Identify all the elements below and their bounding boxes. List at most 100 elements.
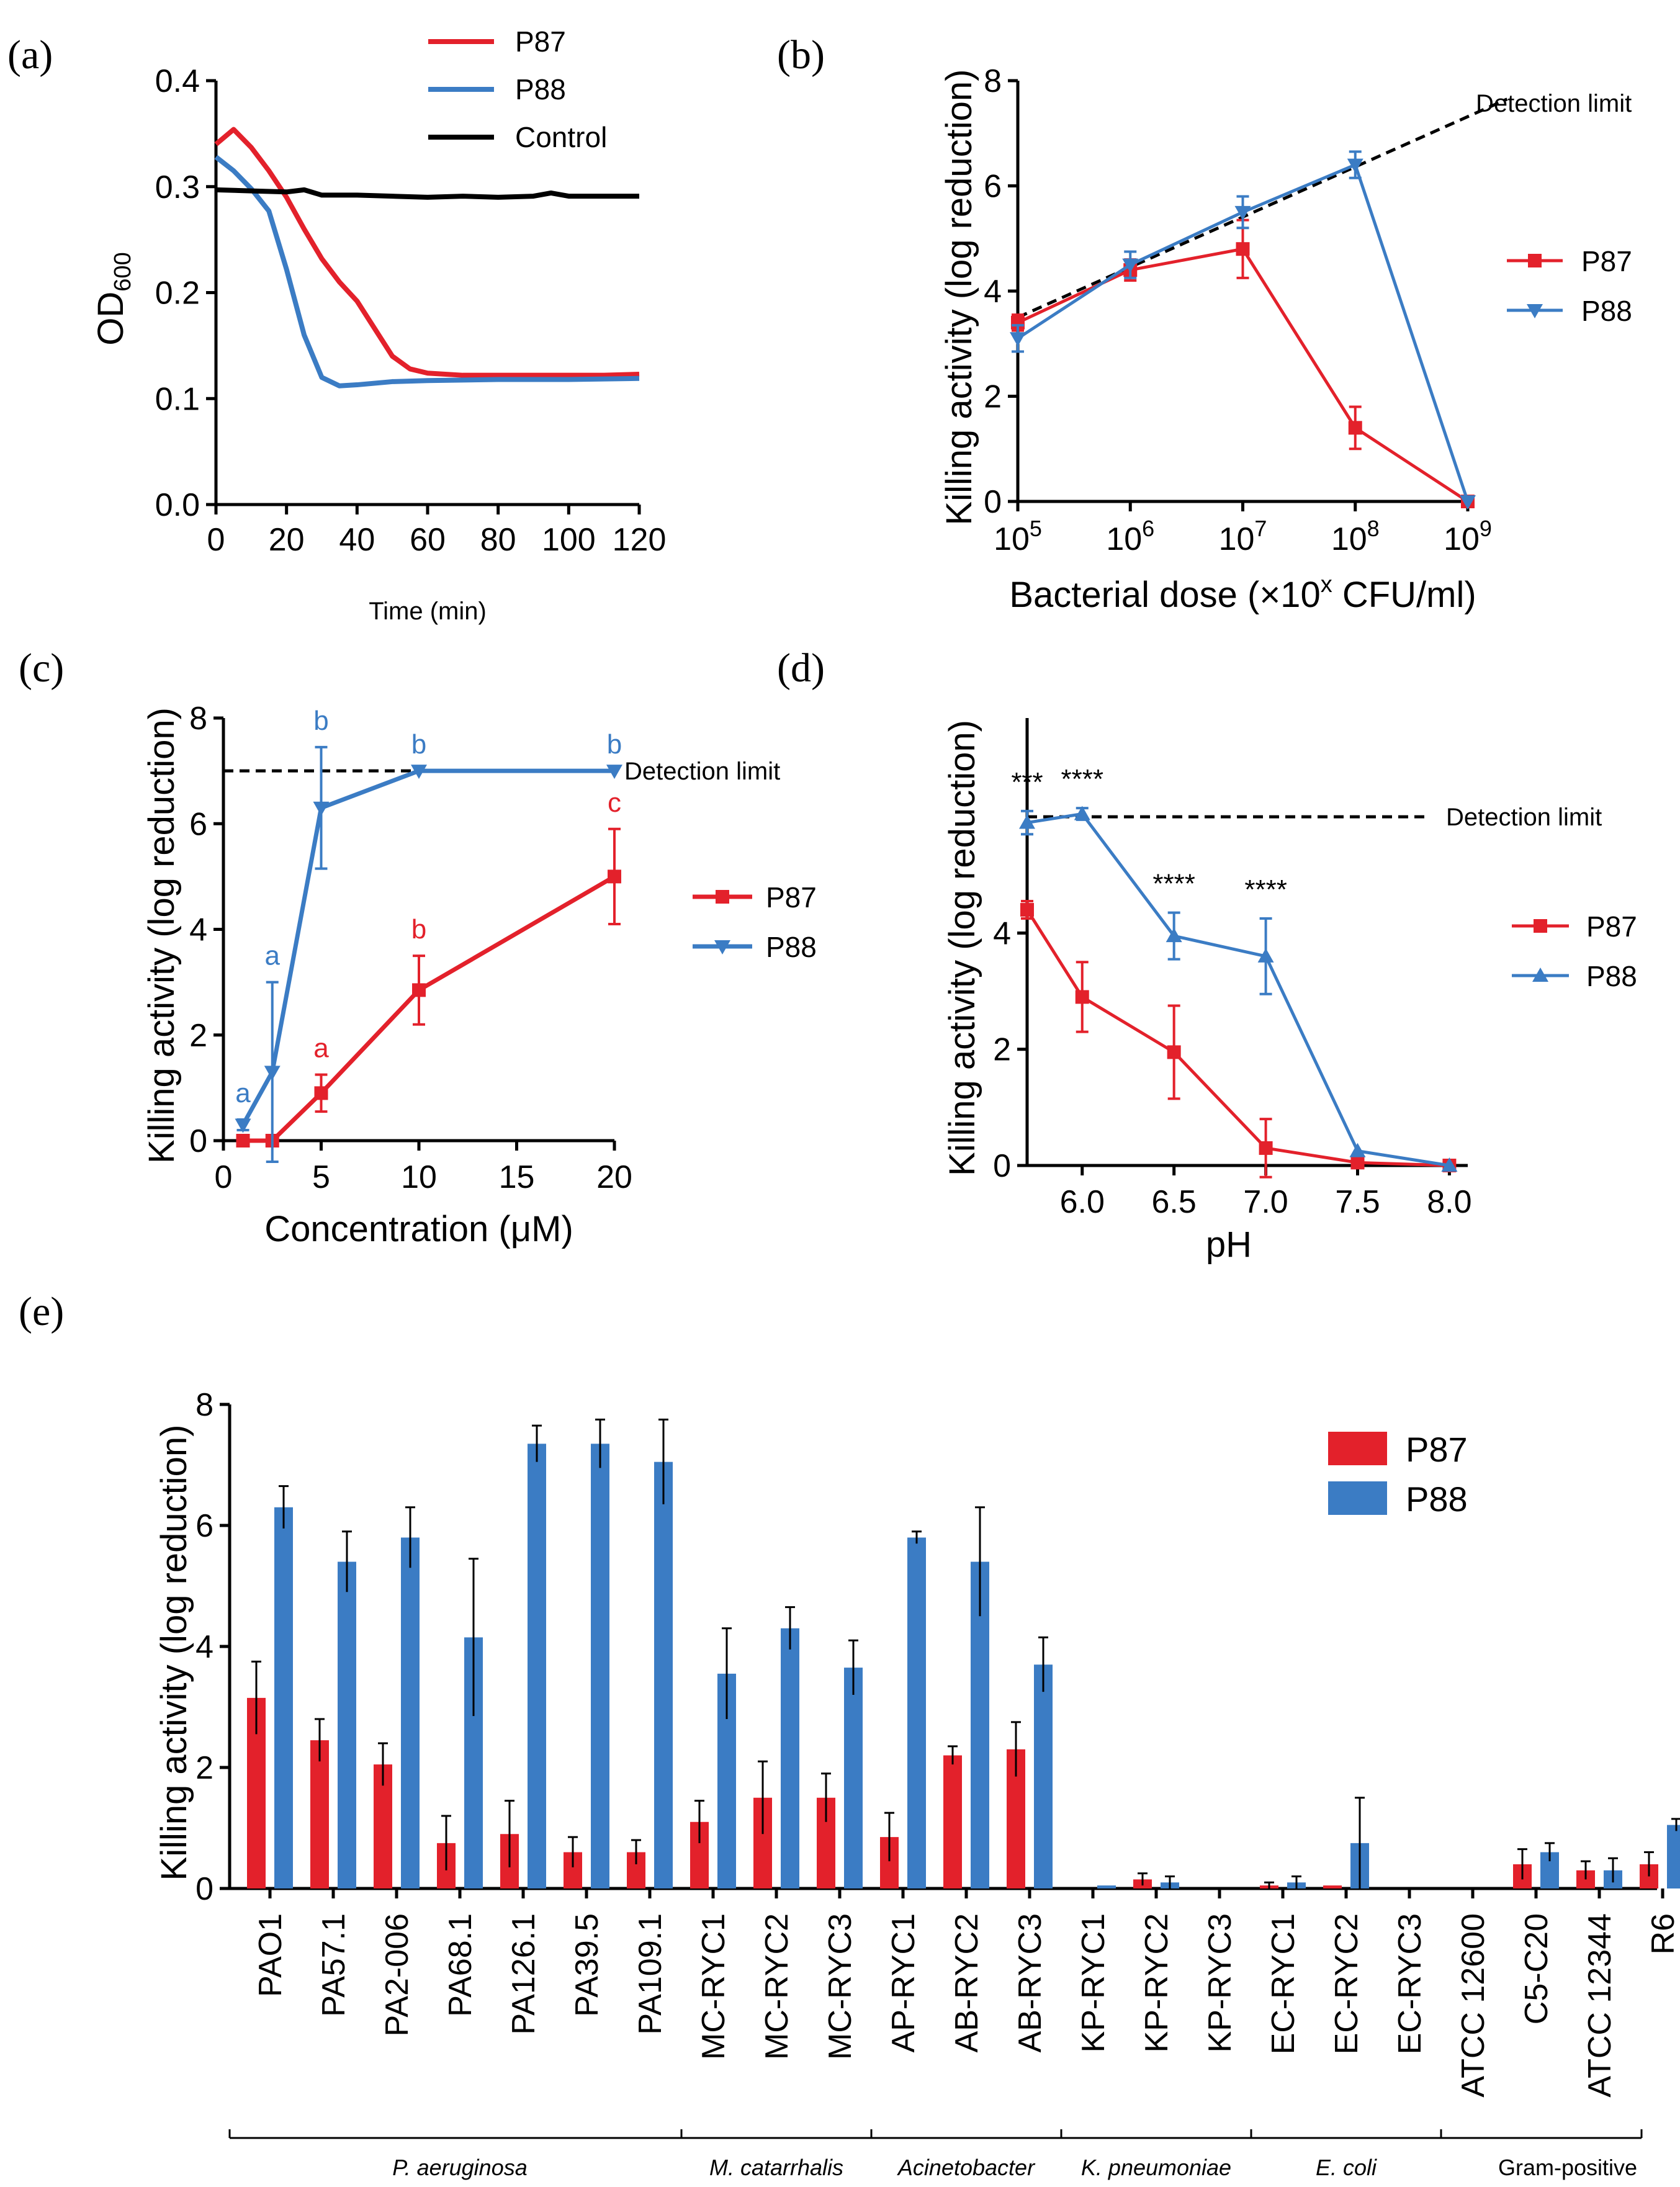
e-xtick-label: AP-RYC1: [886, 1913, 922, 2052]
c-xtick-label: 15: [499, 1159, 535, 1195]
panel-e-label: (e): [19, 1289, 64, 1334]
c-significance-letter-p88: b: [607, 729, 622, 760]
e-ytick-label: 8: [195, 1387, 213, 1423]
b-point-p88: [1460, 495, 1476, 510]
b-xtick-exp: 9: [1480, 516, 1492, 541]
a-legend-label-p88: P88: [515, 73, 566, 106]
c-point-p87: [412, 983, 426, 997]
b-xtick-base: 10: [1219, 521, 1255, 557]
e-bar-p87: [1323, 1885, 1342, 1888]
c-point-p88: [235, 1118, 251, 1133]
d-y-axis-title: Killing activity (log reduction): [942, 720, 982, 1176]
e-legend-label-p87: P87: [1406, 1430, 1468, 1469]
d-ytick-label: 2: [993, 1032, 1011, 1068]
e-group-label: E. coli: [1316, 2155, 1377, 2180]
panel-d-label: (d): [777, 645, 825, 691]
c-detection-limit-label: Detection limit: [624, 758, 780, 785]
a-ytick-label: 0.1: [155, 381, 200, 417]
d-point-p87: [1020, 903, 1034, 917]
a-xtick-label: 120: [613, 522, 667, 558]
a-xtick-label: 0: [207, 522, 225, 558]
e-xtick-label: PA57.1: [316, 1913, 352, 2017]
d-legend-label-p87: P87: [1586, 910, 1637, 943]
a-ytick-label: 0.4: [155, 63, 200, 99]
d-ytick-label: 0: [993, 1148, 1011, 1184]
b-xtick-base: 10: [994, 521, 1030, 557]
d-xtick-label: 6.5: [1152, 1184, 1197, 1220]
c-xtick-label: 0: [215, 1159, 233, 1195]
c-ytick-label: 0: [189, 1123, 207, 1159]
e-xtick-label: MC-RYC1: [696, 1913, 732, 2060]
e-xtick-label: PAO1: [253, 1913, 289, 1997]
b-xtick-label: 108: [1331, 516, 1380, 557]
c-legend-marker-p88: [714, 940, 730, 954]
e-xtick-label: MC-RYC3: [822, 1913, 858, 2060]
d-significance-stars: ****: [1152, 869, 1195, 899]
b-xtick-label: 109: [1444, 516, 1492, 557]
c-xtick-label: 10: [401, 1159, 437, 1195]
d-point-p88: [1074, 806, 1090, 820]
b-point-p87: [1236, 242, 1250, 256]
e-bar-p88: [907, 1537, 926, 1888]
d-point-p87: [1259, 1141, 1273, 1155]
panel-d: (d) 0 2 4 6.0 6.5 7.0 7.5 8.0 pH Killing activity…: [777, 645, 1637, 1265]
a-y-axis-title-sub: 600: [110, 252, 136, 291]
b-xtick-base: 10: [1331, 521, 1367, 557]
e-ytick-label: 2: [195, 1750, 213, 1786]
c-significance-letter-p88: a: [265, 941, 281, 971]
c-significance-letter-p87: a: [313, 1033, 329, 1064]
c-legend-label-p88: P88: [766, 931, 817, 963]
b-xtick-exp: 7: [1254, 516, 1267, 541]
e-group-label: Acinetobacter: [897, 2155, 1036, 2180]
d-xtick-label: 6.0: [1060, 1184, 1105, 1220]
e-bar-p87: [943, 1755, 962, 1888]
a-xtick-label: 40: [339, 522, 375, 558]
panel-b-label: (b): [777, 32, 825, 78]
e-xtick-label: R6: [1645, 1913, 1680, 1954]
e-bar-p88: [591, 1444, 609, 1888]
e-xtick-label: PA68.1: [442, 1913, 478, 2017]
d-series-line-p87: [1025, 909, 1450, 1167]
a-ytick-label: 0.2: [155, 276, 200, 312]
a-xtick-label: 20: [269, 522, 305, 558]
e-ytick-label: 6: [195, 1508, 213, 1544]
b-ytick-label: 2: [984, 379, 1002, 415]
a-x-axis-title: Time (min): [369, 598, 487, 625]
e-group-label: M. catarrhalis: [709, 2155, 843, 2180]
d-legend-label-p88: P88: [1586, 960, 1637, 992]
e-xtick-label: MC-RYC2: [759, 1913, 795, 2060]
e-legend-swatch-p87: [1328, 1432, 1387, 1465]
b-point-p88: [1234, 205, 1251, 220]
b-xtick-label: 106: [1106, 516, 1154, 557]
e-xtick-label: AB-RYC3: [1012, 1913, 1048, 2052]
e-legend-label-p88: P88: [1406, 1480, 1468, 1519]
e-bar-p88: [401, 1537, 420, 1888]
b-xtick-exp: 5: [1030, 516, 1042, 541]
d-significance-stars: ****: [1061, 764, 1104, 794]
c-point-p87: [314, 1086, 328, 1100]
b-ytick-label: 8: [984, 63, 1002, 99]
panel-a-label: (a): [7, 32, 53, 78]
b-point-p88: [1122, 258, 1139, 273]
d-series-line-p88: [1026, 812, 1450, 1167]
a-ytick-label: 0.3: [155, 169, 200, 205]
e-y-axis-title: Killing activity (log reduction): [154, 1425, 194, 1881]
e-ytick-label: 0: [195, 1871, 213, 1907]
e-xtick-label: PA109.1: [632, 1913, 668, 2035]
a-legend-label-control: Control: [515, 121, 607, 153]
e-group-label: K. pneumoniae: [1081, 2155, 1231, 2180]
e-xtick-label: EC-RYC1: [1265, 1913, 1301, 2054]
d-point-p87: [1350, 1156, 1365, 1170]
b-xtick-exp: 6: [1142, 516, 1154, 541]
b-x-axis-title: Bacterial dose (×10x CFU/ml): [1009, 572, 1476, 615]
e-xtick-label: PA126.1: [506, 1913, 542, 2035]
e-bar-p88: [781, 1628, 799, 1888]
e-xtick-label: ATCC 12344: [1582, 1913, 1618, 2098]
b-xtick-label: 107: [1219, 516, 1267, 557]
e-xtick-label: EC-RYC3: [1392, 1913, 1428, 2054]
c-series-line-p87: [243, 874, 616, 1143]
b-ytick-label: 0: [984, 484, 1002, 520]
a-series-line-p87: [214, 127, 640, 378]
